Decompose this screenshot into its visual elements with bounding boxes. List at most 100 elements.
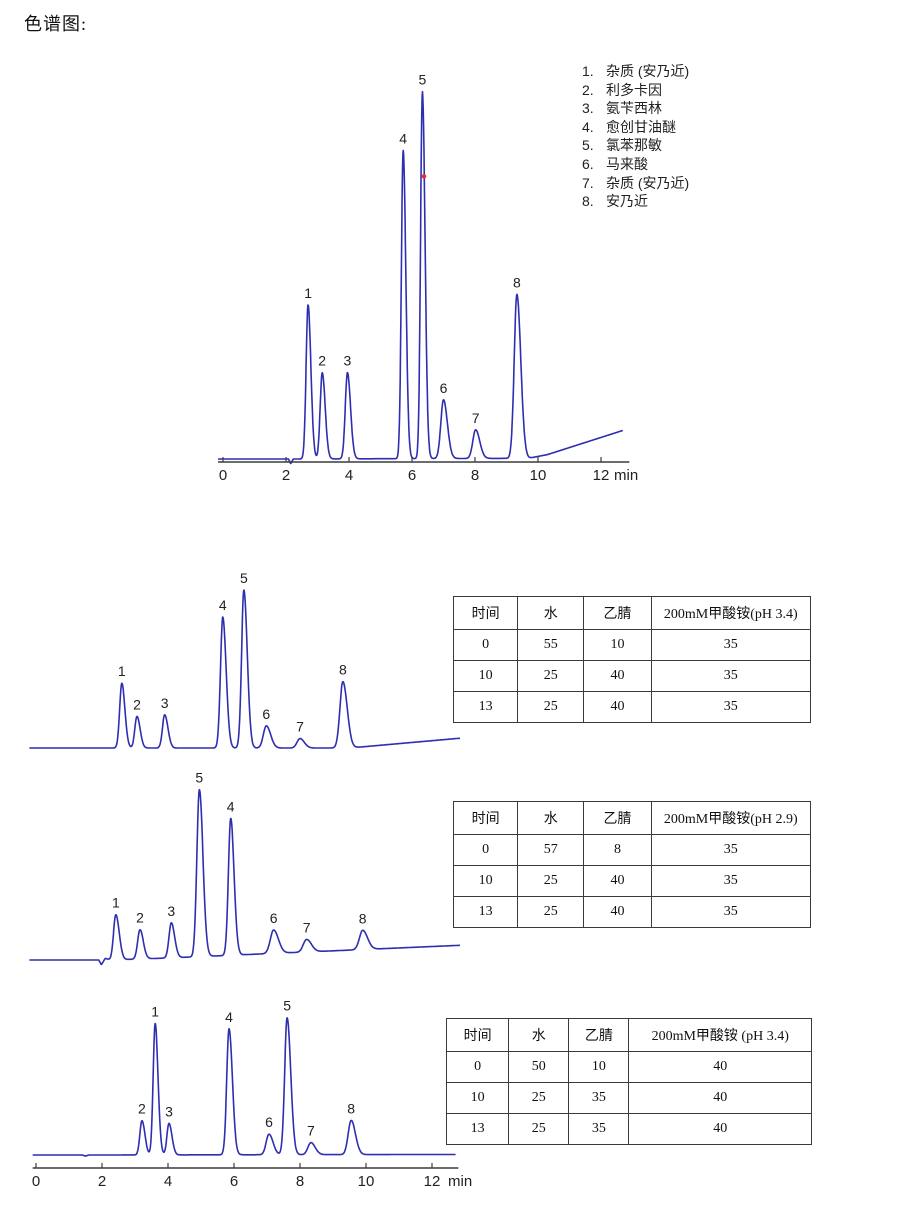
- table-cell: 0: [452, 834, 519, 866]
- x-unit-label: min: [614, 467, 638, 484]
- x-tick-10: 10: [530, 467, 547, 484]
- x-tick-0: 0: [219, 467, 227, 484]
- trace: [29, 589, 461, 749]
- table-cell: 35: [650, 629, 812, 661]
- table-row: 13 25 40 35: [452, 896, 812, 928]
- gradient-table-1: 时间水乙腈 200mM甲酸铵(pH 3.4) 0 55 10 35 10 25 40 35 13 25…: [452, 596, 812, 723]
- table-header-cell: 200mM甲酸铵(pH 2.9): [650, 801, 812, 835]
- table-cell: 8: [583, 834, 652, 866]
- table-cell: 50: [508, 1051, 570, 1083]
- table-header-cell: 水: [517, 596, 585, 630]
- x-tick-2: 2: [98, 1173, 106, 1190]
- peak-label-1: 1: [151, 1003, 159, 1019]
- trace: [32, 1017, 456, 1157]
- x-tick-10: 10: [358, 1173, 375, 1190]
- peak-label-2: 2: [138, 1101, 146, 1117]
- legend-item-4: 4. 愈创甘油醚: [582, 118, 689, 137]
- table-cell: 55: [517, 629, 585, 661]
- legend-item-2: 2. 利多卡因: [582, 81, 689, 100]
- table-cell: 35: [650, 691, 812, 723]
- legend-item-label: 安乃近: [606, 193, 648, 210]
- peak-label-7: 7: [303, 919, 311, 935]
- table-cell: 10: [452, 865, 519, 897]
- trace: [29, 788, 461, 966]
- peak-label-6: 6: [270, 910, 278, 926]
- table-header-row: 时间水乙腈 200mM甲酸铵(pH 3.4): [452, 596, 812, 630]
- x-tick-8: 8: [471, 467, 479, 484]
- table-row: 0 50 10 40: [445, 1051, 812, 1083]
- peak-label-6: 6: [440, 380, 448, 396]
- peak-label-3: 3: [161, 695, 169, 711]
- table-cell: 25: [517, 865, 585, 897]
- table-cell: 25: [517, 660, 585, 692]
- table-header-cell: 200mM甲酸铵(pH 3.4): [650, 596, 812, 630]
- x-tick-6: 6: [230, 1173, 238, 1190]
- table-cell: 40: [628, 1082, 812, 1114]
- table-cell: 25: [517, 896, 585, 928]
- table-cell: 0: [445, 1051, 510, 1083]
- x-tick-2: 2: [282, 467, 290, 484]
- legend-item-label: 利多卡因: [606, 81, 662, 98]
- peak-label-2: 2: [318, 353, 326, 369]
- peak-label-5: 5: [419, 72, 427, 88]
- table-cell: 35: [568, 1113, 630, 1145]
- table-cell: 13: [452, 691, 519, 723]
- table-cell: 57: [517, 834, 585, 866]
- legend-item-5: 5. 氯苯那敏: [582, 136, 689, 155]
- peak-label-7: 7: [296, 719, 304, 735]
- peak-label-4: 4: [399, 130, 407, 146]
- red-marker: [421, 174, 427, 179]
- peak-label-7: 7: [472, 410, 480, 426]
- table-row: 10 25 40 35: [452, 660, 812, 692]
- peak-label-3: 3: [344, 353, 352, 369]
- x-axis: 0 2 4 6 8 10 12 min: [32, 1163, 472, 1190]
- page-title: 色谱图:: [24, 14, 88, 34]
- legend-item-number: 7.: [582, 174, 594, 191]
- table-header-cell: 200mM甲酸铵 (pH 3.4): [628, 1018, 812, 1052]
- table-row: 0 55 10 35: [452, 629, 812, 661]
- legend-item-label: 杂质 (安乃近): [606, 63, 690, 79]
- table-cell: 40: [583, 865, 652, 897]
- table-header-cell: 时间: [452, 596, 519, 630]
- table-cell: 40: [628, 1113, 812, 1145]
- x-tick-6: 6: [408, 467, 416, 484]
- table-cell: 25: [508, 1082, 570, 1114]
- x-tick-4: 4: [345, 467, 353, 484]
- peak-label-1: 1: [112, 895, 120, 911]
- x-tick-8: 8: [296, 1173, 304, 1190]
- peak-label-5: 5: [283, 998, 291, 1014]
- table-header-cell: 水: [508, 1018, 570, 1052]
- chromatogram-main: 1 2 3 4 5 6 7 8 0 2 4 6 8 10 12 min: [215, 65, 647, 500]
- legend-item-7: 7. 杂质 (安乃近): [582, 174, 689, 193]
- peak-label-2: 2: [133, 696, 141, 712]
- table-row: 10 25 40 35: [452, 865, 812, 897]
- peak-label-7: 7: [307, 1123, 315, 1139]
- table-row: 10 25 35 40: [445, 1082, 812, 1114]
- peak-label-8: 8: [513, 274, 521, 290]
- legend-item-6: 6. 马来酸: [582, 155, 689, 174]
- x-tick-12: 12: [593, 467, 610, 484]
- gradient-table-2: 时间水乙腈 200mM甲酸铵(pH 2.9) 0 57 8 35 10 25 40 35 13 25 4…: [452, 801, 812, 928]
- peak-label-4: 4: [227, 798, 235, 814]
- table-cell: 25: [517, 691, 585, 723]
- table-cell: 35: [650, 865, 812, 897]
- legend-item-label: 氯苯那敏: [606, 137, 662, 154]
- peak-label-8: 8: [359, 910, 367, 926]
- table-cell: 0: [452, 629, 519, 661]
- peak-label-3: 3: [167, 903, 175, 919]
- chromatogram-plot: 1 2 3 45 6 7 8: [29, 570, 461, 749]
- legend-item-3: 3. 氨苄西林: [582, 99, 689, 118]
- table-cell: 10: [445, 1082, 510, 1114]
- peak-label-4: 4: [219, 597, 227, 613]
- peak-label-4: 4: [225, 1009, 233, 1025]
- table-header-cell: 时间: [452, 801, 519, 835]
- table-cell: 13: [445, 1113, 510, 1145]
- chromatogram-gradient3: 2 1 3 4 6 5 7 8 0 2 4 6 8 10 12 min: [25, 988, 490, 1208]
- table-header-row: 时间水乙腈 200mM甲酸铵(pH 2.9): [452, 801, 812, 835]
- table-header-cell: 乙腈: [568, 1018, 630, 1052]
- legend-item-label: 马来酸: [606, 155, 648, 172]
- table-cell: 40: [583, 660, 652, 692]
- table-header-row: 时间水乙腈 200mM甲酸铵 (pH 3.4): [445, 1018, 812, 1052]
- table-cell: 10: [452, 660, 519, 692]
